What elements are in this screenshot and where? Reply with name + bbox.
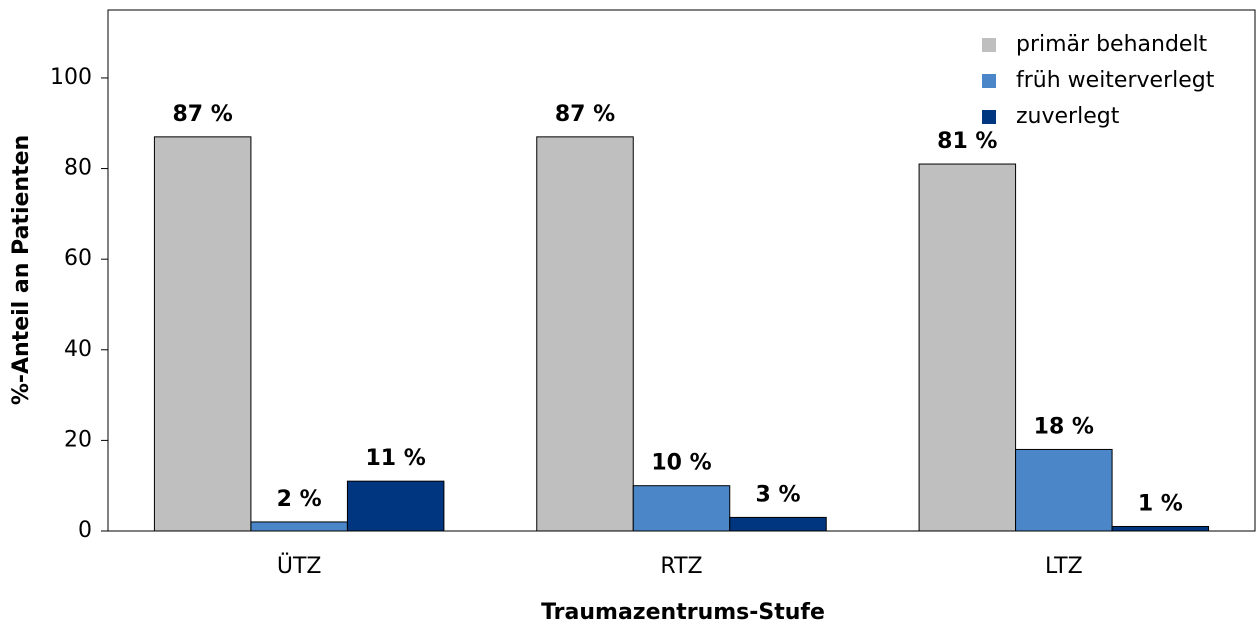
- plot-frame: [107, 9, 1256, 532]
- bar: [153, 136, 252, 532]
- y-tick-label: 100: [50, 65, 92, 90]
- bar: [536, 136, 634, 532]
- x-tick-label: ÜTZ: [277, 553, 322, 579]
- bar: [1111, 525, 1210, 532]
- legend-swatch: [982, 110, 996, 124]
- y-tick-label: 20: [64, 427, 92, 452]
- bar: [1015, 448, 1113, 532]
- bar: [250, 521, 348, 532]
- y-tick-label: 0: [78, 518, 92, 543]
- value-label: 87 %: [555, 102, 615, 127]
- x-axis-title: Traumazentrums-Stufe: [541, 600, 825, 625]
- bar: [346, 480, 445, 532]
- value-label: 3 %: [755, 482, 800, 507]
- y-axis-title: %-Anteil an Patienten: [9, 135, 34, 405]
- value-label: 10 %: [651, 451, 711, 476]
- y-tick-label: 80: [64, 156, 92, 181]
- legend-swatch: [982, 74, 996, 88]
- x-tick-label: LTZ: [1045, 554, 1083, 579]
- x-tick-label: RTZ: [660, 554, 702, 579]
- y-tick-label: 40: [64, 337, 92, 362]
- bar: [729, 516, 827, 532]
- value-label: 1 %: [1138, 491, 1183, 516]
- value-label: 2 %: [277, 487, 322, 512]
- value-label: 87 %: [173, 102, 233, 127]
- legend-swatch: [982, 38, 996, 52]
- bar: [918, 163, 1017, 532]
- bar: [632, 485, 731, 532]
- y-tick-label: 60: [64, 246, 92, 271]
- legend-label: primär behandelt: [1016, 32, 1208, 57]
- value-label: 18 %: [1034, 414, 1094, 439]
- value-label: 81 %: [937, 129, 997, 154]
- legend-label: früh weiterverlegt: [1016, 68, 1215, 93]
- legend-label: zuverlegt: [1016, 104, 1120, 129]
- value-label: 11 %: [366, 446, 426, 471]
